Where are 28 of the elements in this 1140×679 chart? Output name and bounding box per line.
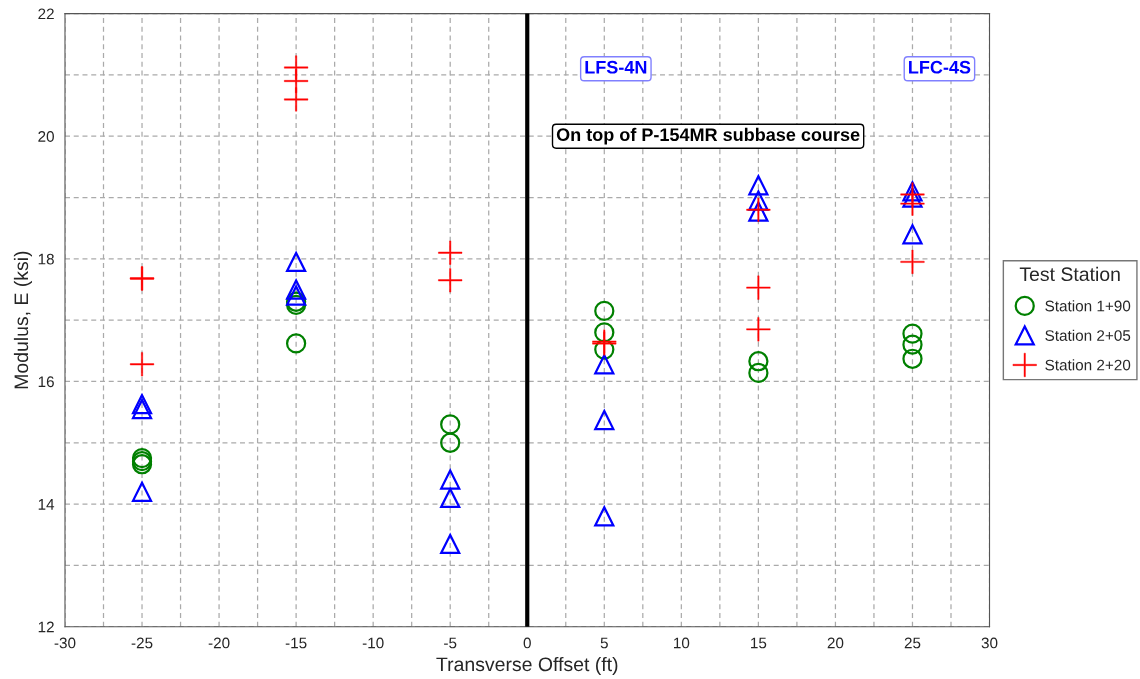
x-tick-label: 25 (904, 637, 921, 649)
legend-label: Station 2+20 (1045, 359, 1131, 371)
x-tick-label: 30 (981, 637, 998, 649)
y-tick-label: 22 (38, 8, 54, 20)
y-tick-label: 12 (38, 621, 54, 633)
annotation: On top of P-154MR subbase course (556, 127, 860, 145)
x-tick-label: 5 (600, 637, 608, 649)
x-tick-label: -15 (285, 637, 307, 649)
x-tick-label: 10 (674, 637, 690, 649)
x-tick-label: -30 (54, 637, 76, 649)
x-axis-title: Transverse Offset (ft) (436, 656, 618, 676)
annotation: LFS-4N (585, 60, 647, 74)
x-tick-label: 20 (827, 637, 844, 649)
legend-title: Test Station (1019, 266, 1120, 282)
legend-label: Station 1+90 (1045, 300, 1131, 312)
legend-label: Station 2+05 (1045, 329, 1131, 341)
x-tick-label: -20 (208, 637, 230, 649)
y-tick-label: 16 (38, 376, 54, 388)
x-tick-label: -10 (362, 637, 384, 649)
y-axis-title: Modulus, E (ksi) (13, 251, 33, 389)
x-tick-label: 0 (523, 637, 531, 649)
annotation: LFC-4S (909, 60, 971, 74)
x-tick-label: 15 (751, 637, 767, 649)
y-tick-label: 20 (38, 131, 54, 142)
y-tick-label: 18 (38, 253, 54, 265)
x-tick-label: -25 (131, 637, 153, 649)
x-tick-label: -5 (444, 637, 457, 649)
y-tick-label: 14 (38, 499, 55, 510)
